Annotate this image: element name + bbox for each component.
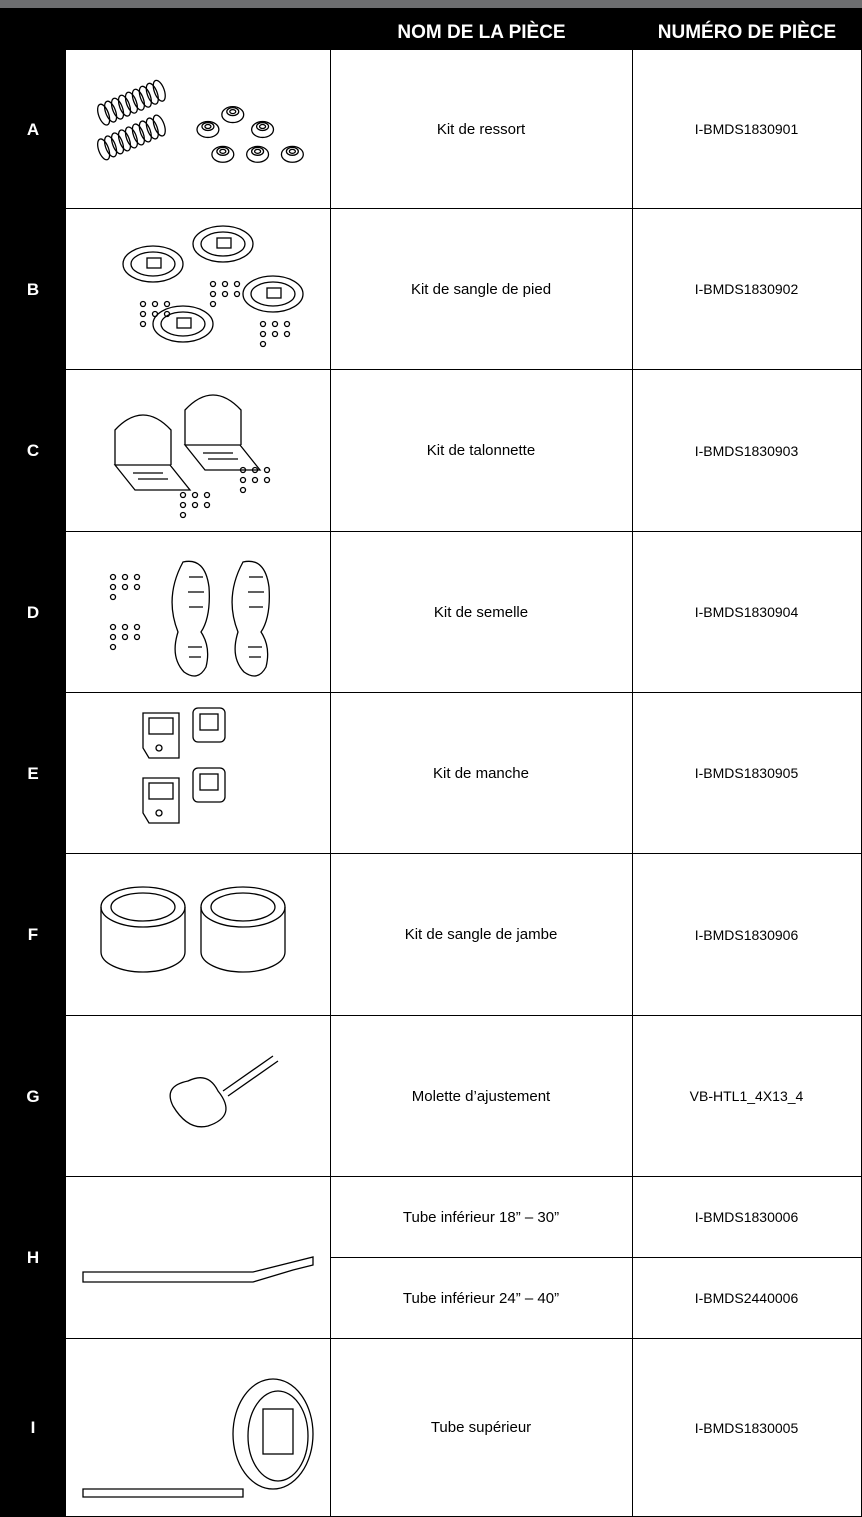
part-number: I-BMDS1830904 [632, 532, 862, 693]
part-image [66, 370, 331, 532]
part-name: Tube inférieur 18” – 30” [330, 1177, 633, 1258]
part-image [66, 532, 331, 693]
part-drawing [100, 885, 286, 973]
row-letter: A [0, 50, 66, 209]
part-image [66, 50, 331, 209]
part-image [66, 1339, 331, 1517]
part-image [66, 854, 331, 1016]
part-name: Kit de talonnette [330, 370, 633, 532]
column-header: NOM DE LA PIÈCE [397, 22, 566, 43]
header-bar [0, 8, 862, 50]
row-letter: E [0, 693, 66, 854]
row-letter: B [0, 209, 66, 370]
part-name: Kit de ressort [330, 50, 633, 209]
top-bar [0, 0, 862, 8]
part-name: Kit de manche [330, 693, 633, 854]
part-image [66, 693, 331, 854]
part-drawing [82, 1255, 314, 1283]
row-letter: H [0, 1177, 66, 1339]
part-drawing [169, 1054, 279, 1127]
part-name: Tube supérieur [330, 1339, 633, 1517]
part-number: I-BMDS1830902 [632, 209, 862, 370]
part-image [66, 1177, 331, 1339]
part-name: Kit de semelle [330, 532, 633, 693]
row-letter: G [0, 1016, 66, 1177]
part-number: I-BMDS1830906 [632, 854, 862, 1016]
part-name: Molette d’ajustement [330, 1016, 633, 1177]
part-image [66, 1016, 331, 1177]
part-drawing [97, 79, 304, 163]
part-number: I-BMDS1830006 [632, 1177, 862, 1258]
row-letter: F [0, 854, 66, 1016]
part-number: I-BMDS1830005 [632, 1339, 862, 1517]
row-letter: I [0, 1339, 66, 1517]
part-name: Kit de sangle de pied [330, 209, 633, 370]
part-drawing [109, 560, 270, 677]
column-header: NUMÉRO DE PIÈCE [657, 22, 837, 43]
part-drawing [82, 1377, 314, 1498]
part-number: VB-HTL1_4X13_4 [632, 1016, 862, 1177]
part-image [66, 209, 331, 370]
part-drawing [142, 706, 226, 824]
part-name: Kit de sangle de jambe [330, 854, 633, 1016]
part-name: Tube inférieur 24” – 40” [330, 1258, 633, 1339]
part-drawing [113, 394, 271, 518]
row-letter: C [0, 370, 66, 532]
part-drawing [122, 224, 304, 347]
part-number: I-BMDS2440006 [632, 1258, 862, 1339]
part-number: I-BMDS1830905 [632, 693, 862, 854]
part-number: I-BMDS1830903 [632, 370, 862, 532]
row-letter: D [0, 532, 66, 693]
part-number: I-BMDS1830901 [632, 50, 862, 209]
